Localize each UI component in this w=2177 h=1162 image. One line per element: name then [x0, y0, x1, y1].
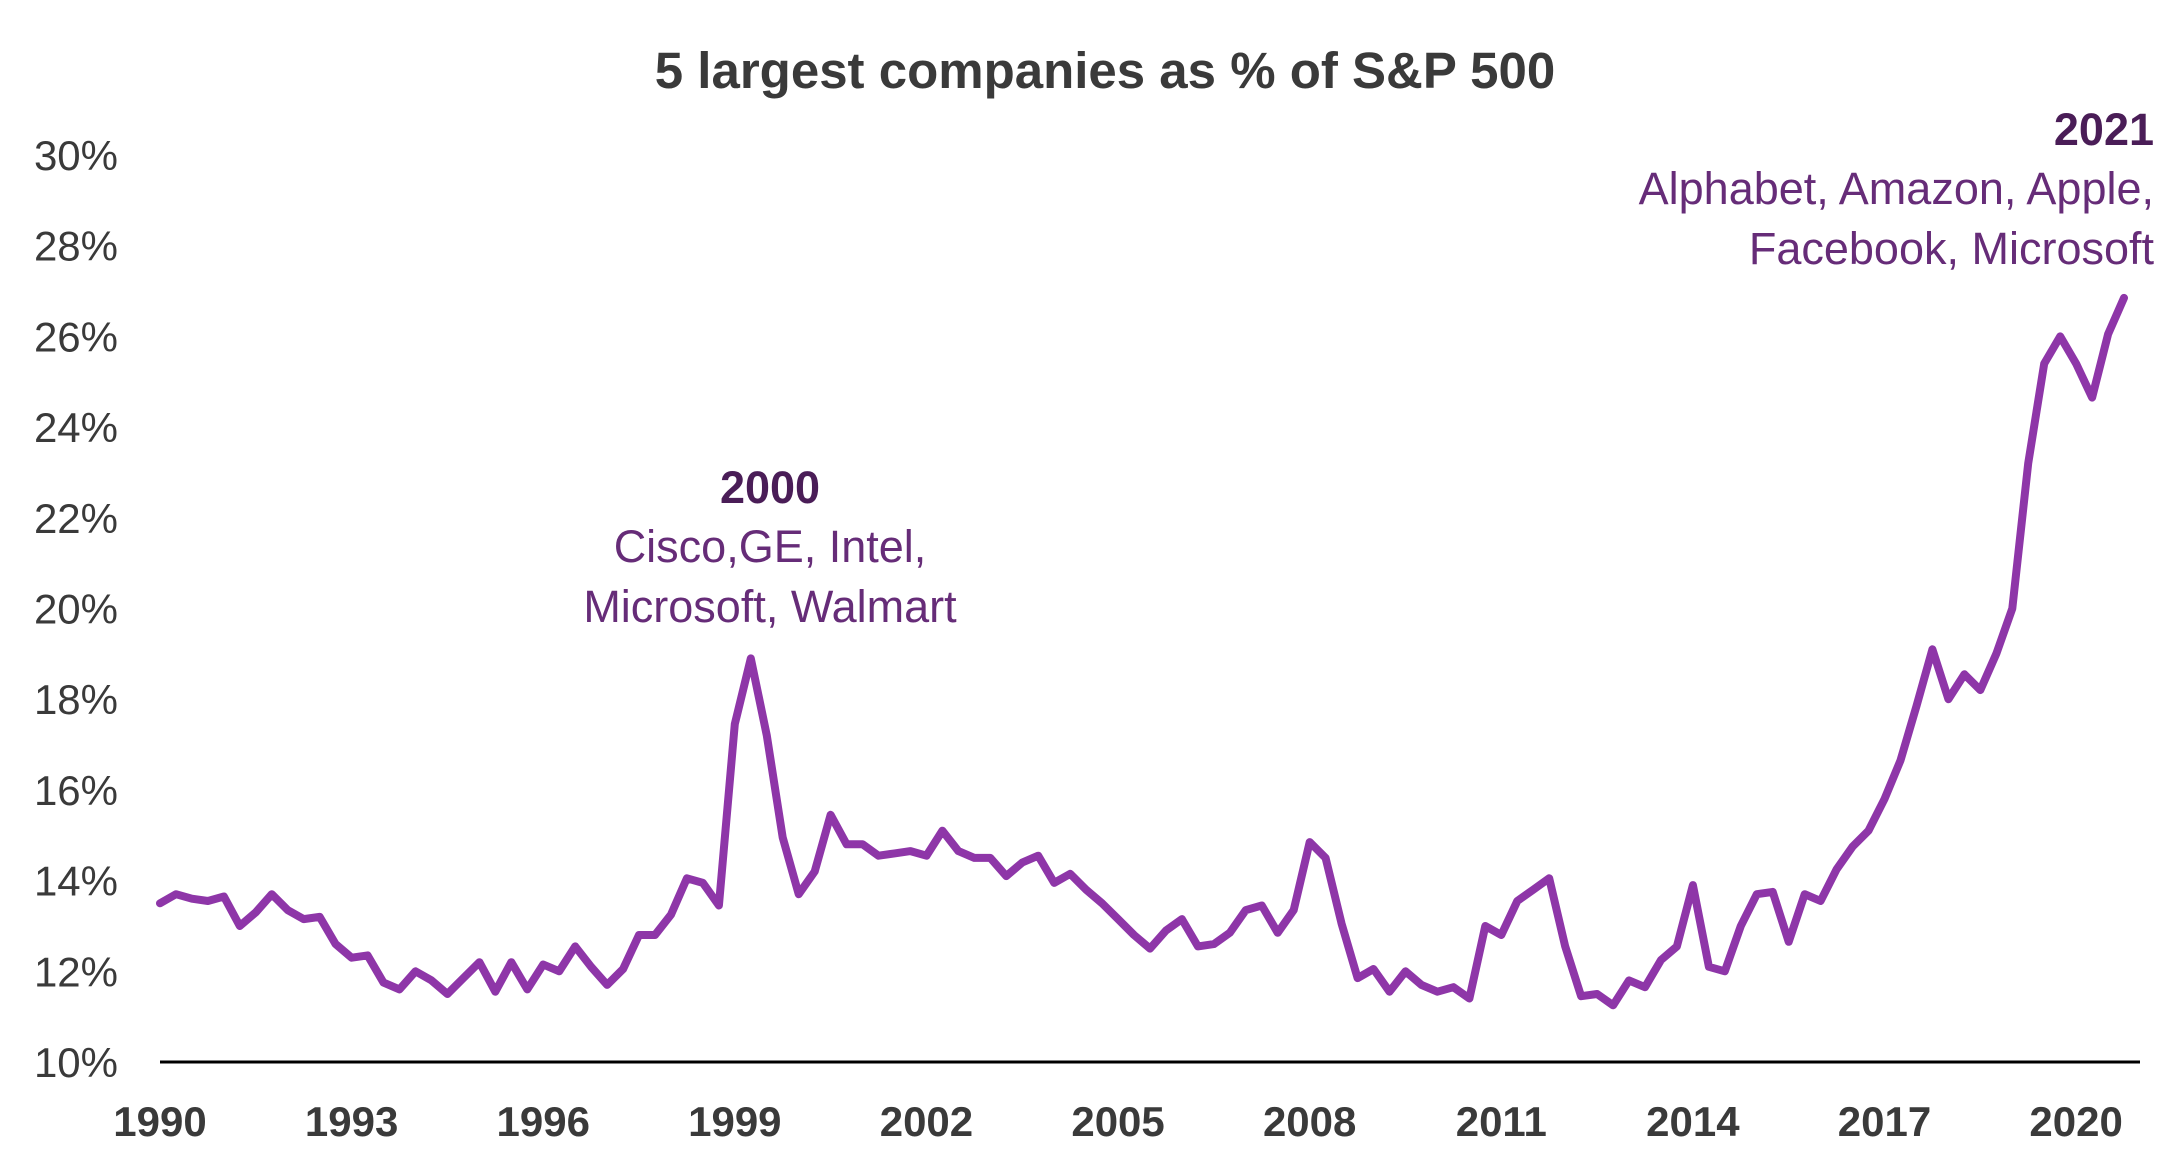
y-tick-label: 30% [34, 132, 118, 179]
y-tick-label: 26% [34, 313, 118, 360]
x-tick-label: 1990 [113, 1098, 206, 1145]
x-tick-label: 2017 [1838, 1098, 1931, 1145]
annotation-2000-year: 2000 [719, 462, 821, 513]
annotation-2021-year: 2021 [2053, 104, 2154, 155]
annotation-2021-line2: Facebook, Microsoft [1748, 222, 2154, 274]
y-tick-label: 20% [34, 586, 118, 633]
annotation-2021-line1: Alphabet, Amazon, Apple, [1638, 163, 2154, 215]
y-tick-label: 24% [34, 404, 118, 451]
y-tick-label: 16% [34, 767, 118, 814]
chart-title: 5 largest companies as % of S&P 500 [655, 42, 1555, 99]
x-tick-label: 2002 [880, 1098, 973, 1145]
y-tick-label: 12% [34, 948, 118, 995]
series-layer [156, 293, 2128, 1010]
annotation-2000: 2000 Cisco,GE, Intel, Microsoft, Walmart [500, 458, 1040, 636]
x-tick-label: 2014 [1646, 1098, 1740, 1145]
y-tick-label: 10% [34, 1039, 118, 1086]
y-tick-label: 22% [34, 495, 118, 542]
y-tick-label: 18% [34, 676, 118, 723]
y-tick-label: 14% [34, 858, 118, 905]
annotation-2000-line1: Cisco,GE, Intel, [613, 521, 927, 573]
y-axis-ticks: 10% 12% 14% 16% 18% 20% 22% 24% 26% 28% 30% [34, 132, 118, 1086]
annotation-2021: 2021 Alphabet, Amazon, Apple, Facebook, … [1394, 100, 2154, 278]
y-tick-label: 28% [34, 223, 118, 270]
x-tick-label: 2011 [1456, 1098, 1547, 1145]
x-tick-label: 1993 [305, 1098, 398, 1145]
x-tick-label: 2008 [1263, 1098, 1356, 1145]
x-axis-ticks: 1990 1993 1996 1999 2002 2005 2008 2011 2014 2017… [113, 1098, 2123, 1145]
x-tick-label: 2005 [1071, 1098, 1164, 1145]
x-tick-label: 1999 [688, 1098, 781, 1145]
x-tick-label: 2020 [2029, 1098, 2122, 1145]
annotation-2000-line2: Microsoft, Walmart [583, 580, 957, 632]
series-line [156, 293, 2128, 1010]
x-tick-label: 1996 [497, 1098, 590, 1145]
